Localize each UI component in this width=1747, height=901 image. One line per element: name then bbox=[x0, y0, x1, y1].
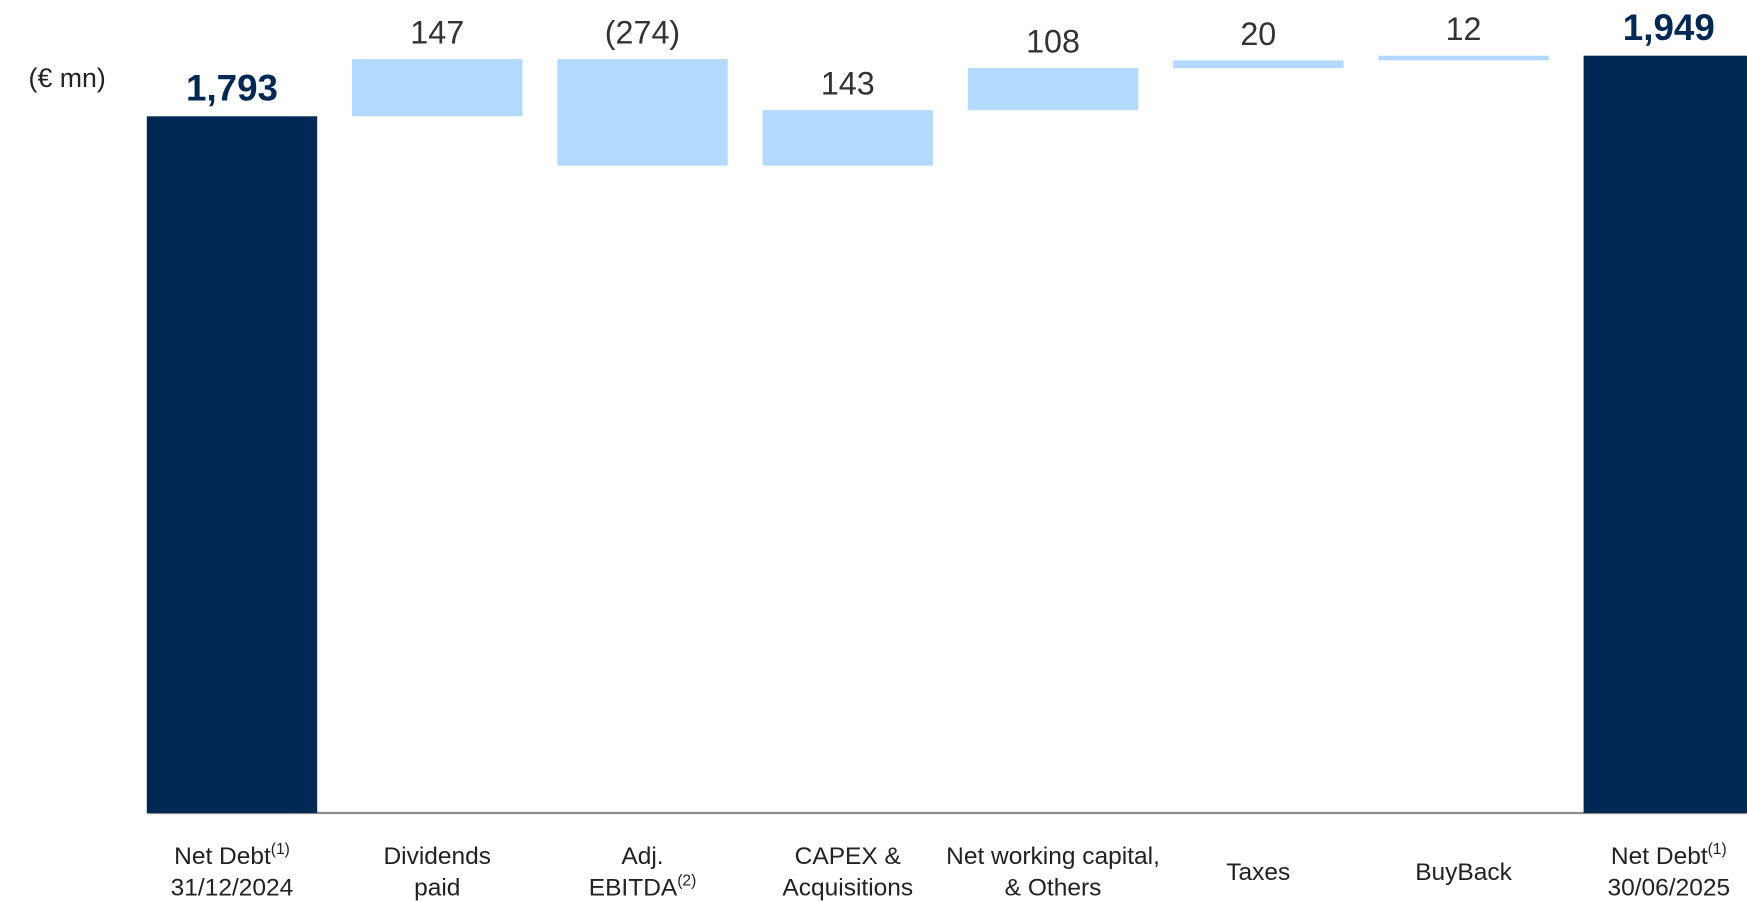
x-tick-label: Taxes bbox=[1226, 859, 1290, 886]
x-tick-label: Net working capital, bbox=[946, 843, 1160, 870]
value-label: 147 bbox=[410, 15, 464, 51]
total-bar bbox=[146, 116, 318, 814]
x-tick-label: CAPEX & bbox=[795, 843, 901, 870]
x-tick-label: & Others bbox=[1005, 874, 1102, 901]
value-label: 1,949 bbox=[1623, 7, 1715, 48]
value-label: (274) bbox=[605, 15, 680, 51]
x-tick-label: Net Debt(1) bbox=[1611, 841, 1727, 870]
value-label: 20 bbox=[1240, 16, 1276, 52]
x-tick-label: paid bbox=[414, 874, 460, 901]
label-text: EBITDA bbox=[589, 874, 678, 901]
footnote-mark: (2) bbox=[677, 872, 696, 889]
footnote-mark: (1) bbox=[1708, 841, 1727, 858]
label-text: paid bbox=[414, 874, 460, 901]
x-tick-label: Dividends bbox=[383, 843, 491, 870]
label-text: Net working capital, bbox=[946, 843, 1160, 870]
label-text: 30/06/2025 bbox=[1607, 874, 1730, 901]
x-tick-label: 30/06/2025 bbox=[1607, 874, 1730, 901]
label-text: Taxes bbox=[1226, 859, 1290, 886]
delta-bar bbox=[352, 59, 523, 117]
value-label: 1,793 bbox=[186, 68, 278, 109]
value-label: 108 bbox=[1026, 24, 1080, 60]
label-text: Dividends bbox=[383, 843, 491, 870]
label-text: CAPEX & bbox=[795, 843, 901, 870]
total-bar bbox=[1583, 55, 1747, 814]
label-text: Adj. bbox=[621, 843, 663, 870]
delta-bar bbox=[762, 110, 933, 166]
delta-bar bbox=[1173, 60, 1344, 69]
label-text: & Others bbox=[1005, 874, 1102, 901]
x-tick-label: Net Debt(1) bbox=[174, 841, 290, 870]
x-tick-label: BuyBack bbox=[1415, 859, 1512, 886]
label-text: BuyBack bbox=[1415, 859, 1512, 886]
x-tick-label: Adj. bbox=[621, 843, 663, 870]
value-label: 12 bbox=[1446, 11, 1482, 47]
x-tick-label: Acquisitions bbox=[782, 874, 913, 901]
unit-label: (€ mn) bbox=[29, 63, 106, 93]
x-tick-label: 31/12/2024 bbox=[171, 874, 294, 901]
delta-bar bbox=[967, 68, 1139, 111]
x-tick-label: EBITDA(2) bbox=[589, 872, 697, 901]
label-text: Net Debt bbox=[174, 843, 271, 870]
label-text: Net Debt bbox=[1611, 843, 1708, 870]
delta-bar bbox=[557, 59, 728, 166]
footnote-mark: (1) bbox=[271, 841, 290, 858]
label-text: Acquisitions bbox=[782, 874, 913, 901]
value-label: 143 bbox=[821, 65, 875, 101]
label-text: 31/12/2024 bbox=[171, 874, 294, 901]
delta-bar bbox=[1378, 55, 1549, 61]
